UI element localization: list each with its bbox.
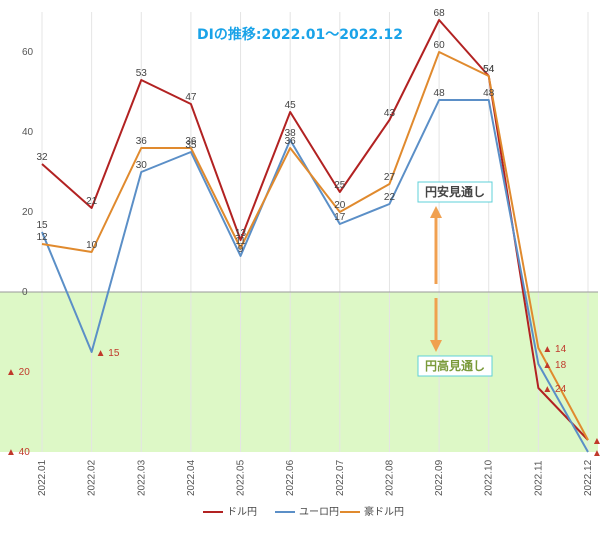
data-label: 47: [185, 92, 197, 103]
gridlines: [0, 12, 598, 452]
x-tick-label: 2022.11: [533, 460, 544, 496]
data-label: 11: [235, 236, 246, 247]
data-label: 21: [86, 196, 98, 207]
data-label: 10: [86, 240, 98, 251]
data-label: 30: [136, 160, 148, 171]
x-tick-label: 2022.04: [186, 459, 197, 496]
data-label: ▲ 24: [542, 384, 566, 395]
x-tick-label: 2022.01: [37, 459, 48, 496]
y-tick-label: 40: [22, 127, 34, 138]
data-label: 53: [136, 68, 148, 79]
data-label: 38: [285, 128, 297, 139]
annotation-upper-text: 円安見通し: [425, 184, 485, 199]
data-label: 25: [334, 180, 346, 191]
x-axis-ticks: 2022.01 2022.02 2022.03 2022.04 2022.05 2022.…: [37, 459, 594, 496]
data-label: 36: [136, 136, 148, 147]
data-label: 13: [235, 228, 247, 239]
y-axis-ticks: 60 40 20 0 ▲ 20 ▲ 40: [6, 47, 34, 458]
data-label: 48: [434, 88, 446, 99]
data-label: ▲ 40: [592, 448, 600, 459]
legend-label: ドル円: [227, 507, 257, 518]
y-tick-label: ▲ 40: [6, 447, 30, 458]
data-label: 35: [185, 140, 197, 151]
x-tick-label: 2022.09: [434, 459, 445, 496]
annotation-box-lower: [417, 355, 493, 377]
series-line-豪ドル円: [41, 51, 589, 441]
data-label: 20: [334, 200, 346, 211]
data-label: 12: [36, 232, 48, 243]
y-tick-label: 20: [22, 207, 34, 218]
data-label: ▲ 15: [96, 348, 120, 359]
data-label: 9: [238, 244, 244, 255]
x-tick-label: 2022.12: [583, 459, 594, 496]
y-tick-label: ▲ 20: [6, 367, 30, 378]
data-labels: 32 21 53 47 13 45 25 43 68 54 ▲ 24 ▲ 37 15 ▲ 15 30 35 9 3…: [36, 8, 600, 459]
data-label: 27: [384, 172, 396, 183]
chart-title: DIの推移:2022.01～2022.12: [197, 26, 403, 43]
data-label: ▲ 14: [542, 344, 566, 355]
data-label: 32: [36, 152, 48, 163]
data-label: 43: [384, 108, 396, 119]
y-tick-label: 0: [22, 287, 28, 298]
arrow-down-head: [430, 340, 442, 352]
x-tick-label: 2022.06: [285, 459, 296, 496]
data-label: 54: [483, 64, 495, 75]
data-label: ▲ 37: [592, 436, 600, 447]
legend-label: ユーロ円: [299, 507, 339, 518]
x-tick-label: 2022.02: [87, 459, 98, 496]
data-label: 15: [36, 220, 48, 231]
series-line-ユーロ円: [41, 99, 589, 453]
data-label: 48: [483, 88, 495, 99]
y-tick-label: 60: [22, 47, 34, 58]
x-tick-label: 2022.08: [384, 459, 395, 496]
data-label: 36: [285, 136, 297, 147]
data-label: 36: [185, 136, 197, 147]
data-label: 17: [334, 212, 346, 223]
data-label: ▲ 18: [542, 360, 566, 371]
data-label: 22: [384, 192, 396, 203]
legend-label: 豪ドル円: [364, 505, 404, 518]
x-tick-label: 2022.05: [236, 459, 247, 496]
x-tick-label: 2022.03: [136, 459, 147, 496]
series-line-ドル円: [41, 19, 589, 441]
legend: ドル円 ユーロ円 豪ドル円: [203, 505, 404, 518]
annotation-box-upper: [417, 181, 493, 203]
series-lines: [41, 19, 589, 453]
data-label: 45: [285, 100, 297, 111]
data-label: ▲ 37: [592, 436, 600, 447]
arrow-up-head: [430, 206, 442, 218]
negative-zone-band: [0, 292, 598, 452]
x-tick-label: 2022.10: [484, 459, 495, 496]
annotation-lower-text: 円高見通し: [425, 358, 485, 373]
data-label: 54: [483, 64, 495, 75]
x-tick-label: 2022.07: [335, 459, 346, 496]
data-label: 68: [434, 8, 446, 19]
data-label: 60: [434, 40, 446, 51]
